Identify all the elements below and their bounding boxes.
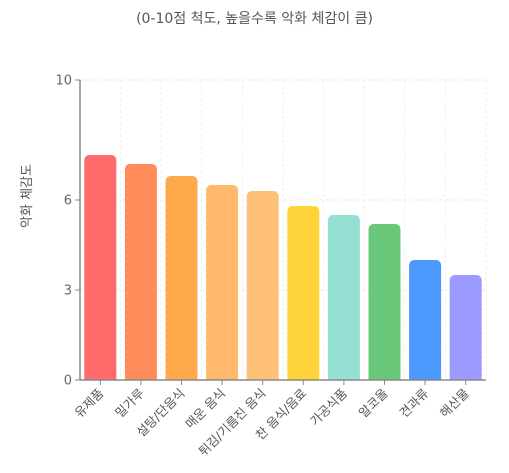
y-tick-label: 6 [64, 194, 72, 209]
bars [84, 155, 482, 380]
bar-base-9 [449, 374, 482, 380]
x-tick-label: 해산물 [437, 386, 472, 421]
bar-0 [84, 155, 117, 380]
bar-base-6 [327, 374, 360, 380]
bar-6 [327, 215, 360, 380]
bar-7 [368, 224, 401, 380]
bar-9 [449, 275, 482, 380]
x-tick-label: 견과류 [396, 386, 431, 421]
x-tick-label: 가공식품 [307, 386, 350, 429]
bar-2 [165, 176, 198, 380]
bar-3 [206, 185, 239, 380]
bar-base-2 [165, 374, 198, 380]
x-tick-label: 유제품 [71, 386, 106, 421]
bar-base-1 [124, 374, 157, 380]
bar-base-5 [287, 374, 320, 380]
bar-1 [124, 164, 157, 380]
bar-4 [246, 191, 279, 380]
x-tick-label: 알코올 [356, 386, 391, 421]
bar-base-4 [246, 374, 279, 380]
bar-base-8 [409, 374, 442, 380]
bar-5 [287, 206, 320, 380]
y-tick-label: 0 [64, 374, 72, 389]
y-tick-label: 10 [55, 74, 72, 89]
y-axis-label: 악화 체감도 [20, 164, 35, 228]
bar-base-7 [368, 374, 401, 380]
bar-base-0 [84, 374, 117, 380]
bar-base-3 [206, 374, 239, 380]
chart-subtitle: (0-10점 척도, 높을수록 악화 체감이 큼) [136, 11, 373, 27]
y-tick-label: 3 [64, 284, 72, 299]
x-tick-label: 밀가루 [112, 386, 147, 421]
bar-8 [409, 260, 442, 380]
